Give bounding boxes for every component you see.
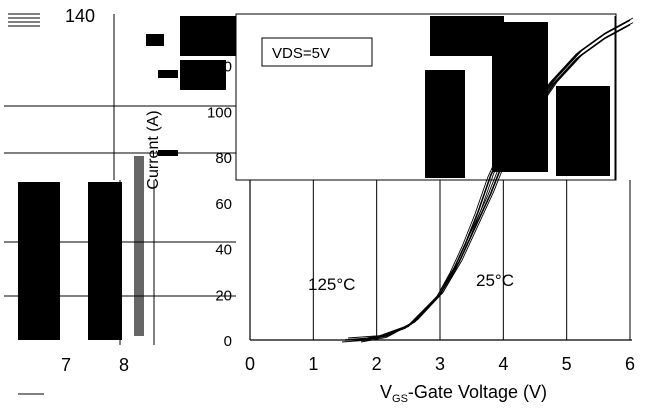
x-tick-label: 4 <box>498 354 508 374</box>
artifact-lines <box>4 13 616 345</box>
annotation-vds: VDS=5V <box>261 37 373 67</box>
x-axis-label-sub: GS <box>392 393 408 405</box>
artifact-strips <box>134 34 178 336</box>
y-tick-label: 80 <box>215 150 232 167</box>
annotation-vds-text: VDS=5V <box>272 45 330 62</box>
y-tick-labels: 0 20 40 60 80 100 120 140 <box>65 6 232 350</box>
x-axis-label-v: V <box>380 382 392 402</box>
artifact-tick-7: 7 <box>61 355 71 375</box>
y-axis-label: Current (A) <box>145 110 162 189</box>
x-axis-label-rest: -Gate Voltage (V) <box>408 382 547 402</box>
plot-frame <box>249 180 632 341</box>
x-tick-label: 3 <box>435 354 445 374</box>
series-label-25c: 25°C <box>476 271 514 290</box>
series-line-125c <box>344 19 631 341</box>
series-line-125c <box>341 21 628 343</box>
y-tick-label: 120 <box>207 59 232 76</box>
x-tick-label: 5 <box>562 354 572 374</box>
series-line-25c <box>360 26 628 343</box>
x-tick-label: 1 <box>308 354 318 374</box>
y-tick-label: 40 <box>215 242 232 259</box>
gridlines <box>312 180 631 340</box>
artifact-tick-8: 8 <box>119 355 129 375</box>
x-tick-label: 6 <box>625 354 635 374</box>
y-tick-label: 60 <box>215 196 232 213</box>
series-line-25c <box>366 22 634 339</box>
y-tick-label: 140 <box>65 6 95 26</box>
y-tick-label: 0 <box>224 333 232 350</box>
upper-frame <box>235 13 617 181</box>
x-axis-label: VGS-Gate Voltage (V) <box>380 382 547 405</box>
y-tick-label: 100 <box>207 104 232 121</box>
x-tick-label: 2 <box>372 354 382 374</box>
series-curves <box>341 17 634 343</box>
series-label-125c: 125°C <box>308 275 355 294</box>
x-tick-label: 0 <box>245 354 255 374</box>
x-tick-labels: 0 1 2 3 4 5 6 <box>245 354 635 374</box>
y-tick-label: 20 <box>215 287 232 304</box>
